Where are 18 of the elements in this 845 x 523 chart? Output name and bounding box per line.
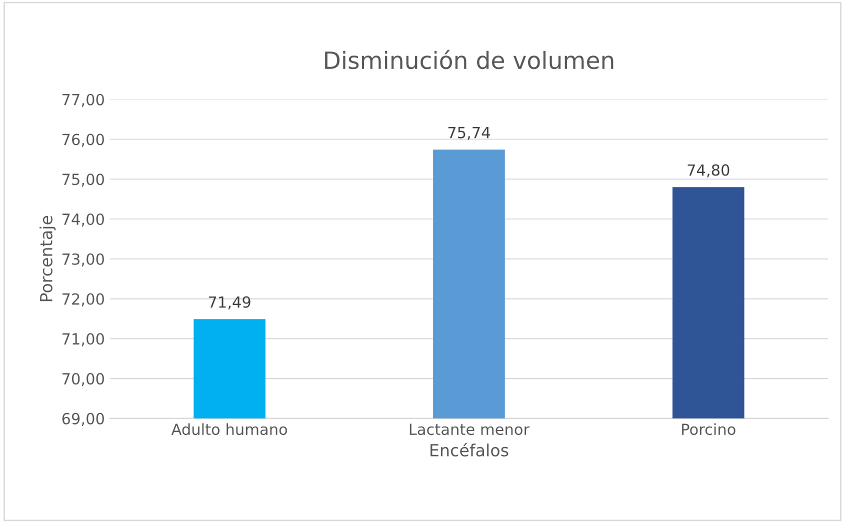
y-tick-label: 71,00 (62, 333, 104, 346)
y-tick-label: 74,00 (62, 213, 104, 227)
y-tick-label: 69,00 (62, 412, 104, 426)
x-axis-title: Encéfalos (430, 442, 508, 457)
y-axis-title: Porcentaje (40, 216, 56, 302)
y-tick-label: 76,00 (62, 134, 104, 147)
y-tick-label: 70,00 (62, 372, 104, 386)
y-tick-label: 72,00 (62, 293, 104, 306)
x-tick-label: Lactante menor (410, 424, 530, 436)
chart-title: Disminución de volumen (325, 50, 614, 70)
x-tick-label: Porcino (682, 423, 736, 436)
y-tick-label: 75,00 (62, 174, 104, 187)
data-label: 75,74 (448, 126, 490, 140)
y-tick-label: 77,00 (62, 94, 104, 107)
data-label: 74,80 (688, 164, 730, 178)
y-tick-label: 73,00 (62, 253, 104, 266)
x-tick-label: Adulto humano (171, 423, 288, 436)
data-label: 71,49 (208, 296, 250, 310)
